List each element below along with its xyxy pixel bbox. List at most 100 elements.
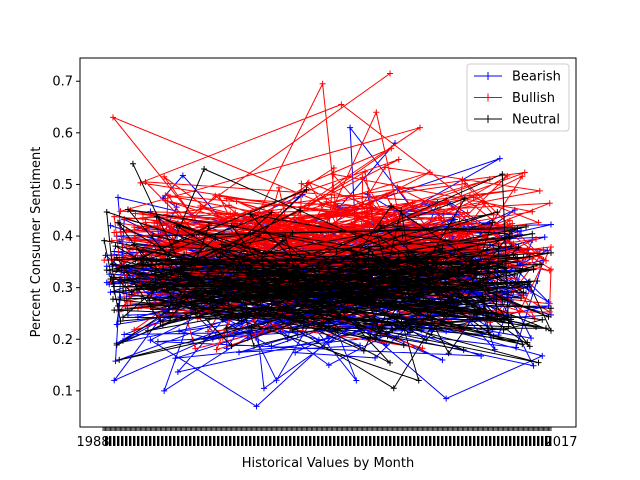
data-point-marker [410,248,417,255]
data-point-marker [383,192,390,199]
data-point-marker [465,231,472,238]
data-point-marker [116,276,123,283]
x-tick-label-fragment [425,436,428,446]
data-point-marker [352,240,359,247]
data-point-marker [504,279,511,286]
x-tick-label-fragment [245,436,248,446]
data-point-marker [443,395,450,402]
data-point-marker [383,330,390,337]
data-point-marker [111,288,118,295]
data-point-marker [490,333,497,340]
data-point-marker [233,267,240,274]
data-point-marker [142,178,149,185]
data-point-marker [128,288,135,295]
data-point-marker [496,316,503,323]
data-point-marker [219,281,226,288]
data-point-marker [302,295,309,302]
data-point-marker [312,308,319,315]
data-point-marker [113,341,120,348]
x-tick-label-fragment [149,436,152,446]
x-tick-label-fragment [233,436,236,446]
data-point-marker [541,234,548,241]
data-point-marker [443,314,450,321]
x-tick-label-fragment [153,436,156,446]
data-point-marker [470,268,477,275]
data-point-marker [543,257,550,264]
data-point-marker [124,206,131,213]
data-point-marker [543,325,550,332]
data-point-marker [317,276,324,283]
data-point-marker [157,318,164,325]
data-point-marker [439,245,446,252]
data-point-marker [139,261,146,268]
data-point-marker [275,184,282,191]
series-neutral [101,160,554,392]
data-point-marker [529,230,536,237]
x-tick-label-fragment [157,436,160,446]
x-tick-label-fragment [213,436,216,446]
y-tick-label: 0.5 [52,178,73,193]
data-point-marker [415,321,422,328]
data-point-marker [113,321,120,328]
data-point-marker [486,260,493,267]
data-point-marker [131,224,138,231]
data-point-marker [471,269,478,276]
x-tick-label-fragment [301,436,304,446]
data-point-marker [479,297,486,304]
x-tick-label-fragment [521,436,524,446]
data-point-marker [395,156,402,163]
data-point-marker [445,350,452,357]
x-tick-label-fragment [545,436,548,446]
data-point-marker [109,114,116,121]
data-point-marker [117,208,124,215]
data-point-marker [533,324,540,331]
data-point-marker [144,327,151,334]
y-axis: 0.1 0.2 0.3 0.4 0.5 0.6 0.7 [52,75,80,399]
x-tick-label-fragment [269,436,272,446]
x-tick-label-fragment [341,436,344,446]
x-tick-label-fragment [197,436,200,446]
x-tick-label-fragment [505,436,508,446]
data-point-marker [372,354,379,361]
data-point-marker [546,300,553,307]
data-point-marker [101,257,108,264]
data-point-marker [367,333,374,340]
data-point-marker [461,180,468,187]
data-point-marker [250,342,257,349]
x-tick-label-fragment [181,436,184,446]
data-point-marker [491,346,498,353]
data-point-marker [254,275,261,282]
data-point-marker [529,208,536,215]
data-point-marker [476,275,483,282]
x-tick-label-fragment [225,436,228,446]
data-point-marker [101,237,108,244]
data-point-marker [478,352,485,359]
x-tick-label-fragment [317,436,320,446]
x-tick-label-fragment [137,436,140,446]
data-point-marker [360,220,367,227]
data-point-marker [228,222,235,229]
data-point-marker [147,302,154,309]
data-point-marker [197,280,204,287]
data-point-marker [248,324,255,331]
data-point-marker [214,277,221,284]
data-point-marker [216,193,223,200]
data-point-marker [377,222,384,229]
data-point-marker [367,299,374,306]
data-point-marker [129,160,136,167]
data-point-marker [182,273,189,280]
x-tick-label-fragment [537,436,540,446]
x-tick-label-fragment [365,436,368,446]
data-point-marker [374,323,381,330]
data-point-marker [318,320,325,327]
data-point-marker [111,377,118,384]
data-point-marker [153,213,160,220]
data-point-marker [501,296,508,303]
data-point-marker [284,296,291,303]
data-point-marker [441,199,448,206]
data-point-marker [238,318,245,325]
x-tick-label-fragment [509,436,512,446]
x-tick-label-fragment [189,436,192,446]
data-point-marker [329,270,336,277]
data-point-marker [511,186,518,193]
